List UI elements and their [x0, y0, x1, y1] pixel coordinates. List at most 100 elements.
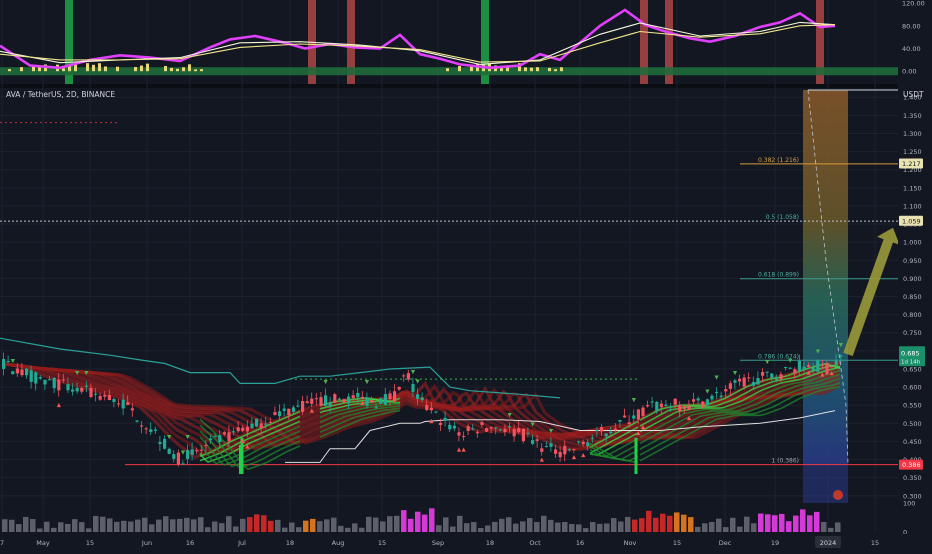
candle-body	[719, 395, 723, 397]
volume-bar	[674, 512, 680, 532]
signal-marker: ▲	[57, 403, 62, 409]
candle-body	[57, 379, 61, 391]
volume-bar	[72, 519, 78, 532]
osc-histogram-bar	[62, 68, 65, 72]
candle-body	[443, 417, 447, 421]
highlight-band-3	[481, 0, 489, 84]
green-ribbon-3-6	[639, 381, 841, 456]
panel-separator	[0, 84, 932, 88]
osc-histogram-bar	[92, 64, 95, 72]
candle-body	[544, 446, 548, 448]
volume-bar	[737, 526, 743, 532]
volume-bar	[9, 519, 15, 532]
osc-tick-label-3: 0.00	[902, 68, 916, 76]
candle-body	[25, 368, 29, 376]
highlight-band-5	[665, 0, 673, 84]
candle-body	[71, 389, 75, 392]
candle-body	[774, 376, 778, 380]
volume-bar	[44, 521, 50, 532]
time-label-4: 16	[186, 539, 194, 547]
candle-body	[701, 401, 705, 408]
volume-bar	[240, 518, 246, 532]
time-label-16: 19	[771, 539, 779, 547]
volume-bar	[485, 525, 491, 532]
osc-histogram-bar	[98, 63, 101, 72]
volume-bar	[16, 524, 22, 532]
candle-body	[153, 429, 157, 431]
candle-body	[291, 407, 295, 412]
candle-body	[609, 431, 613, 434]
price-tick-label-8: 1.000	[903, 239, 922, 247]
volume-bar	[527, 518, 533, 532]
candle-body	[20, 369, 24, 376]
osc-histogram-bar	[32, 65, 35, 72]
volume-bar	[492, 521, 498, 532]
signal-marker: ▼	[181, 450, 186, 456]
signal-marker: ▼	[839, 343, 844, 349]
candle-body	[535, 439, 539, 441]
price-tick-label-3: 1.250	[903, 148, 922, 156]
volume-bar	[646, 510, 652, 532]
volume-bar	[226, 516, 232, 532]
candle-body	[268, 422, 272, 424]
candle-body	[190, 449, 194, 455]
time-axis-background	[0, 534, 932, 550]
candle-body	[498, 429, 502, 431]
axis-badge-label-2: 0.386	[902, 461, 921, 469]
time-label-9: Sep	[432, 539, 444, 547]
oscillator-panel	[0, 0, 898, 84]
candle-body	[199, 449, 203, 451]
candle-body	[646, 405, 650, 407]
grid-lines	[0, 0, 932, 532]
volume-bar	[471, 522, 477, 532]
volume-bar	[107, 518, 113, 532]
signal-marker: ▲	[830, 371, 835, 377]
volume-bar	[93, 515, 99, 532]
volume-bar	[142, 517, 148, 532]
candle-body	[623, 415, 627, 418]
volume-bar	[786, 521, 792, 532]
green-ribbon-0-5	[199, 430, 301, 468]
price-tick-label-19: 0.450	[903, 438, 922, 446]
signal-marker: ▲	[241, 439, 246, 445]
time-label-2: 15	[86, 539, 94, 547]
green-ribbon-3-2	[639, 366, 841, 433]
volume-bar	[667, 515, 673, 532]
candle-body	[521, 428, 525, 442]
candle-body	[641, 407, 645, 416]
fib-level-label-2: 0.618 (0.899)	[758, 272, 799, 279]
volume-bar	[394, 515, 400, 532]
candle-body	[503, 428, 507, 432]
price-axis[interactable]: 120.00 80.00 40.00 0.00 1.400 1.350 1.300 1.250…	[898, 0, 932, 550]
green-spike-1	[634, 437, 638, 475]
osc-histogram-bar	[470, 65, 473, 72]
osc-histogram-bar	[500, 66, 503, 72]
candle-body	[416, 394, 420, 399]
candle-body	[383, 394, 387, 405]
candle-body	[305, 401, 309, 404]
candle-body	[540, 448, 544, 452]
candle-body	[636, 409, 640, 420]
volume-bar	[338, 525, 344, 532]
axis-badge-label-0: 1.217	[902, 160, 921, 168]
candle-body	[797, 360, 801, 371]
candle-body	[356, 392, 360, 398]
axis-badge-0	[899, 158, 923, 169]
volume-bar	[289, 522, 295, 532]
signal-marker: ▲	[636, 430, 641, 436]
volume-bar	[429, 508, 435, 532]
candle-body	[121, 399, 125, 409]
projection-dashed-line	[807, 89, 849, 465]
volume-tick-label-1: 0	[903, 529, 907, 537]
price-tick-label-10: 0.900	[903, 275, 922, 283]
time-axis[interactable]: 7 May 15 Jun 16 Jul 18 Aug 15 Sep 18 Oct 16 Nov 15 Dec 1…	[0, 534, 932, 550]
signal-marker: ▼	[167, 434, 172, 440]
signal-marker: ▲	[820, 372, 825, 378]
signal-marker: ▲	[310, 408, 315, 414]
candle-body	[135, 420, 139, 422]
currency-label: USDT	[903, 90, 924, 99]
candle-body	[370, 400, 374, 403]
volume-bar	[345, 527, 351, 532]
